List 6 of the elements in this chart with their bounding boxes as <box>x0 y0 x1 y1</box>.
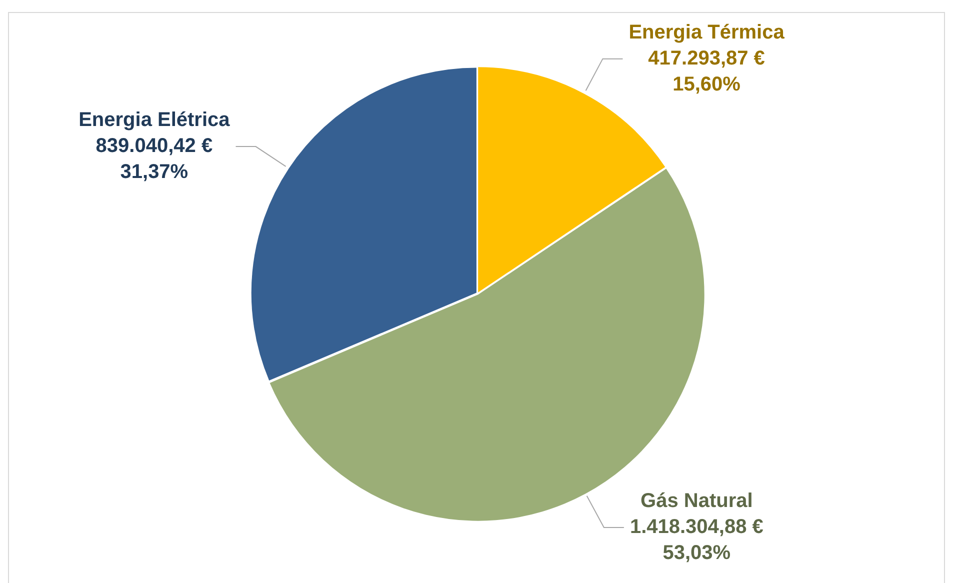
data-label: 417.293,87 € 15,60% <box>648 47 765 96</box>
slice-label: Gás Natural <box>640 490 753 512</box>
data-label: 1.418.304,88 € 53,03% <box>630 516 764 564</box>
slice-label: Energia Térmica <box>628 21 786 44</box>
data-label: 839.040,42 € 31,37% <box>96 135 213 184</box>
slice-label: Energia Elétrica <box>78 109 231 132</box>
